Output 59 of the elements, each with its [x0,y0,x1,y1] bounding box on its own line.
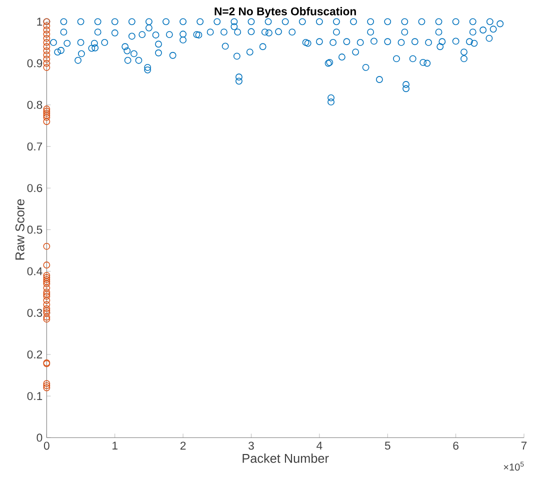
text: ×10$^{5}$ [504,462,524,471]
point [43,56,50,63]
y-tick-label: 0 [36,434,42,442]
y-tick-label: 0.1 [27,392,42,400]
point [43,296,50,304]
point [43,34,50,42]
x-tick-label: 5 [384,442,390,450]
point [43,305,50,312]
point [43,64,50,71]
point [43,316,50,323]
x-tick-label: 2 [180,442,186,450]
y-tick-label: 0.5 [27,226,42,234]
y-axis-title: Raw Score [15,199,24,260]
point [43,114,50,121]
point [43,309,50,316]
point [43,22,50,30]
x-tick-label: 0 [44,442,50,450]
point [43,384,50,392]
point [43,26,50,34]
y-tick-label: 1 [37,18,42,26]
point [43,380,50,388]
point [43,307,50,314]
point [43,43,50,50]
point [43,47,50,54]
point [43,39,50,46]
point [43,314,50,320]
point [43,106,50,112]
point [43,60,50,67]
point [43,108,50,115]
point [43,110,50,117]
point [43,51,50,58]
chart-title: N=2 No Bytes Obfuscation [214,7,356,18]
point [43,288,50,296]
point [43,262,50,268]
point [43,278,50,286]
y-tick-label: 0.4 [27,267,42,276]
x-tick-label: 7 [521,442,527,450]
point [43,30,50,38]
point [43,274,50,281]
point [43,242,50,250]
x-tick-label: 4 [316,442,322,450]
x-axis-title: Packet Number [242,454,329,463]
y-tick-label: 0.6 [27,184,42,192]
point [43,292,50,300]
point [43,112,50,119]
point [43,118,50,125]
point [43,382,50,390]
y-tick-label: 0.7 [27,142,42,150]
x-tick-label: 3 [248,442,254,450]
point [43,284,50,292]
y-tick-label: 0.9 [27,59,42,68]
x-tick-label: 6 [453,442,458,450]
y-tick-label: 0.2 [27,350,42,358]
point [43,290,50,298]
point [43,301,50,308]
point [43,280,50,288]
y-tick-label: 0.8 [27,100,42,109]
x-tick-label: 1 [112,442,118,450]
y-tick-label: 0.3 [27,308,42,317]
